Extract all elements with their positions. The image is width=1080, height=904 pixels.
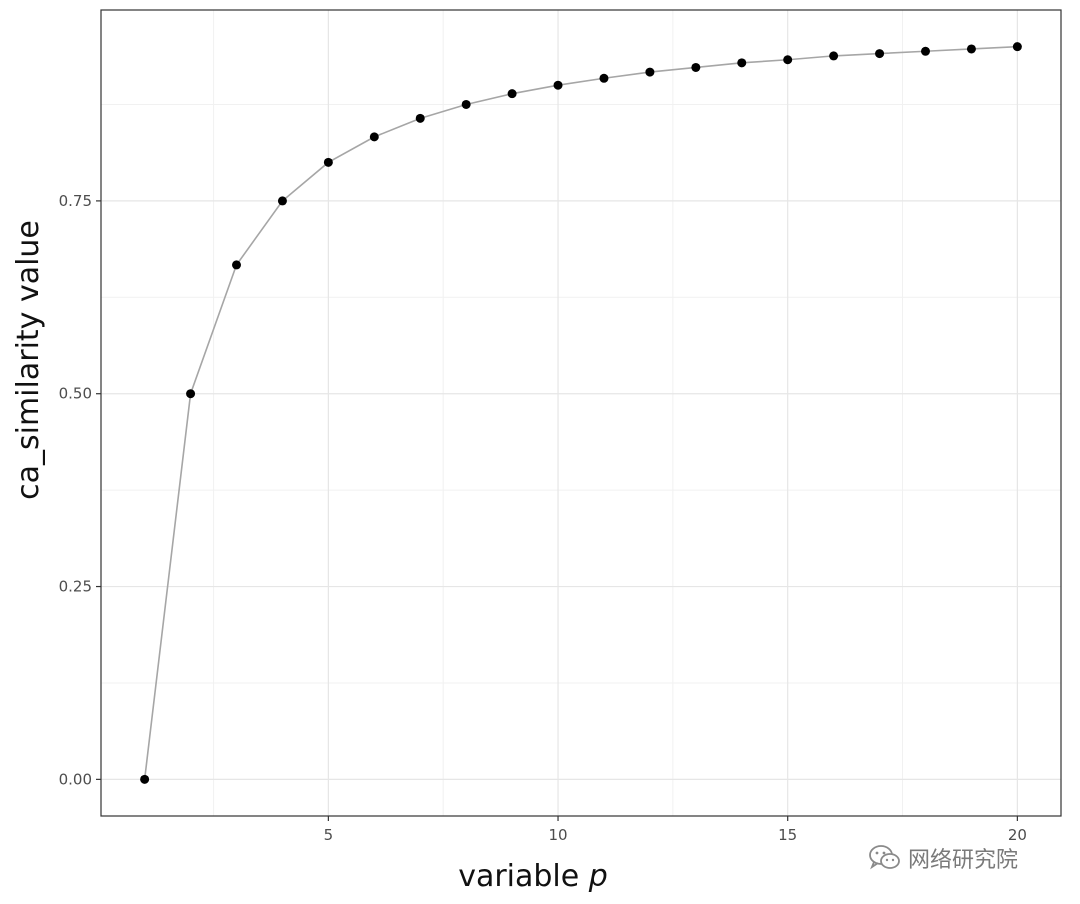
data-point	[186, 389, 196, 399]
data-point	[875, 49, 885, 59]
plot-panel-border	[100, 9, 1062, 817]
x-axis-title: variable p	[458, 859, 608, 894]
x-axis: 5 10 15 20	[324, 816, 1027, 844]
y-axis: 0.00 0.25 0.50 0.75	[59, 192, 101, 788]
series-layer	[140, 42, 1022, 784]
data-point	[323, 157, 333, 167]
data-point	[415, 113, 425, 123]
data-point	[140, 774, 150, 784]
series-line	[143, 45, 1018, 780]
data-point	[461, 99, 471, 109]
y-tick-label: 0.00	[59, 770, 92, 788]
data-point	[553, 80, 563, 90]
data-point	[599, 73, 609, 83]
x-tick-label: 10	[548, 826, 567, 844]
grid	[101, 10, 1061, 816]
x-tick-label: 5	[324, 826, 334, 844]
data-point	[920, 46, 930, 56]
y-axis-title: ca_similarity value	[11, 220, 46, 500]
data-point	[645, 67, 655, 77]
data-point	[1012, 42, 1022, 52]
data-point	[829, 51, 839, 61]
wechat-icon	[868, 844, 902, 872]
data-point	[737, 58, 747, 68]
x-tick-label: 20	[1008, 826, 1027, 844]
data-point	[232, 260, 242, 270]
data-point	[369, 132, 379, 142]
data-point	[507, 89, 517, 99]
y-tick-label: 0.75	[59, 192, 92, 210]
data-point	[277, 196, 287, 206]
watermark-text: 网络研究院	[908, 848, 1019, 873]
x-tick-label: 15	[778, 826, 797, 844]
y-tick-label: 0.50	[59, 385, 92, 403]
data-point	[691, 62, 701, 72]
data-point	[966, 44, 976, 54]
y-tick-label: 0.25	[59, 578, 92, 596]
data-point	[783, 55, 793, 65]
watermark: 网络研究院	[868, 842, 1018, 874]
